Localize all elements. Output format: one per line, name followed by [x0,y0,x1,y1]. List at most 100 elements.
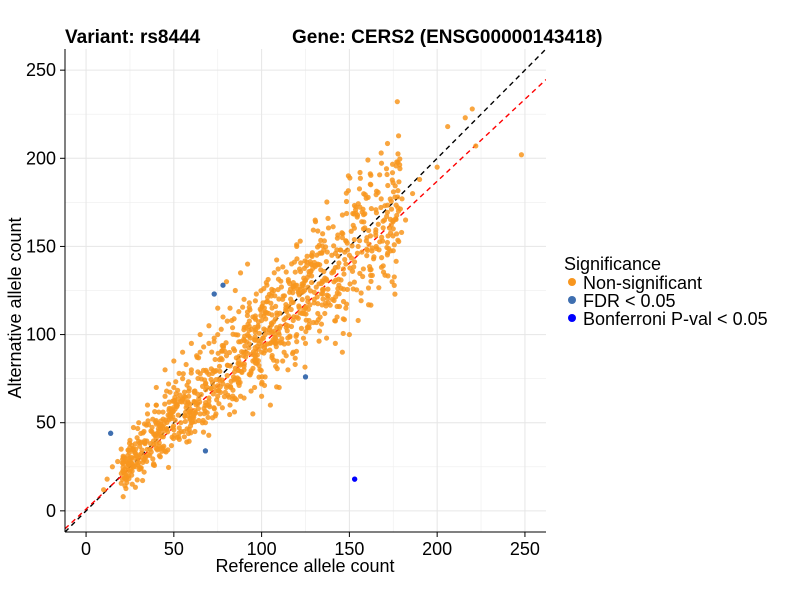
data-point-cloud [138,450,145,457]
data-point-cloud [236,382,242,388]
data-point [220,314,226,320]
data-point-cloud [379,234,385,240]
data-point-cloud [181,393,187,399]
data-point-cloud [336,260,342,266]
data-point-cloud [297,310,303,316]
data-point-cloud [197,371,203,377]
data-point [316,328,323,334]
data-point-cloud [269,305,275,311]
data-point-cloud [284,328,290,334]
data-point-cloud [288,323,295,330]
data-point-cloud [288,306,294,313]
data-point-cloud [217,368,223,374]
data-point-cloud [187,416,193,423]
data-point-cloud [242,343,248,349]
data-point-cloud [319,278,325,284]
data-point-cloud [175,412,181,418]
data-point-cloud [233,332,239,338]
data-point-cloud [281,349,287,355]
data-point [241,395,247,401]
data-point-cloud [388,206,395,212]
data-point-cloud [379,255,385,261]
data-point [153,384,159,391]
data-point-cloud [330,268,337,274]
data-point-cloud [311,259,318,266]
data-point-cloud [318,321,325,327]
data-point-cloud [172,417,178,423]
series-0 [101,99,525,500]
data-point-cloud [222,389,228,395]
data-point [285,367,291,373]
data-point-cloud [224,362,230,368]
data-point-cloud [150,456,156,462]
data-point-cloud [279,336,285,342]
grid [65,49,546,532]
x-axis-label: Reference allele count [215,556,394,576]
data-point-cloud [139,477,146,484]
data-point-cloud [151,461,157,467]
data-point-cloud [290,283,296,289]
data-point-cloud [155,426,162,432]
data-point-cloud [287,334,293,340]
data-point-cloud [298,260,304,266]
data-point-cloud [348,255,355,261]
data-point-cloud [252,360,259,366]
data-point-cloud [306,321,312,328]
data-point-cloud [305,306,312,312]
data-point-cloud [320,231,326,237]
data-point-cloud [313,284,319,290]
data-point-cloud [248,370,254,376]
data-point [346,331,352,338]
data-point-cloud [212,356,218,363]
data-point-cloud [380,263,386,269]
data-point-cloud [351,259,358,265]
data-point-cloud [152,409,158,415]
data-point-cloud [228,384,234,391]
data-point-cloud [384,252,390,258]
data-point-cloud [246,304,252,310]
data-point-cloud [375,189,381,195]
data-point-cloud [290,299,296,305]
data-point-cloud [397,166,403,172]
data-point-cloud [392,183,398,189]
data-point [218,326,224,332]
data-point-cloud [120,464,126,470]
data-point-cloud [263,316,269,322]
data-point-cloud [297,269,304,275]
reference-line-fit [65,79,546,530]
data-point-significant [302,374,309,380]
data-point-cloud [371,254,377,260]
data-point-cloud [145,418,151,424]
data-point-cloud [192,390,198,396]
data-point-cloud [270,357,277,363]
data-point-cloud [360,266,366,272]
data-point-cloud [233,355,239,361]
data-point [197,349,203,355]
data-point-cloud [340,266,346,272]
legend-swatch-fdr [568,296,576,304]
data-point-cloud [186,438,192,444]
data-point-cloud [312,263,318,270]
data-point [176,370,182,376]
data-point-cloud [120,494,126,500]
data-point [280,358,286,364]
reference-line-identity [65,49,546,532]
data-point-cloud [238,368,244,375]
data-point [334,314,340,320]
data-point-cloud [368,278,374,284]
data-point-cloud [364,247,371,253]
data-point [518,152,525,158]
data-point-cloud [255,346,261,352]
data-point-cloud [351,279,357,285]
data-point-cloud [361,219,367,225]
data-point-cloud [349,243,355,249]
data-point-cloud [123,485,129,492]
data-point [171,358,177,364]
data-point-cloud [384,209,390,215]
data-point-cloud [240,304,246,310]
data-point-cloud [147,452,153,458]
data-point [248,388,254,394]
data-point [144,402,151,408]
data-point-cloud [157,454,163,460]
